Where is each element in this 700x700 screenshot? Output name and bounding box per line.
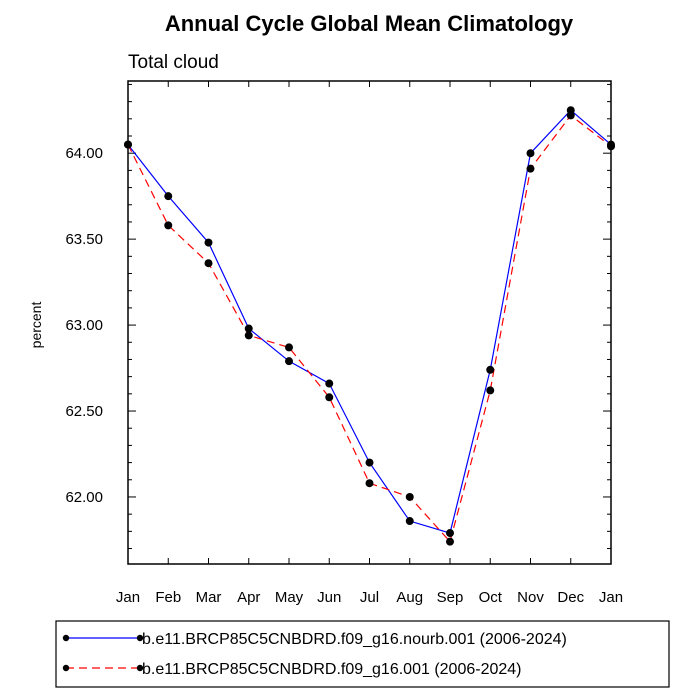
chart-subtitle: Total cloud — [128, 52, 219, 73]
series-0-point-5 — [325, 379, 334, 388]
x-tick-label-7: Aug — [396, 589, 423, 606]
legend-label-2: b.e11.BRCP85C5CNBDRD.f09_g16.001 (2006-2… — [142, 661, 521, 678]
series-1-point-10 — [526, 164, 535, 173]
x-tick-label-2: Mar — [196, 589, 222, 606]
series-layer — [124, 106, 615, 546]
x-ticks — [127, 81, 612, 564]
series-0-point-8 — [446, 529, 454, 538]
series-0-point-10 — [526, 149, 535, 158]
series-1-point-3 — [244, 331, 253, 340]
series-1-point-6 — [365, 479, 374, 488]
series-1-point-11 — [566, 111, 575, 120]
series-0-point-7 — [405, 517, 414, 526]
series-1-point-8 — [446, 537, 454, 546]
series-0-point-1 — [164, 192, 173, 201]
x-tick-label-1: Feb — [155, 589, 181, 606]
series-0-point-4 — [285, 357, 293, 366]
y-axis-label: percent — [28, 302, 44, 349]
series-0-point-6 — [365, 458, 374, 467]
x-tick-label-10: Nov — [517, 589, 544, 606]
series-1-point-1 — [164, 221, 173, 230]
plot-frame — [127, 80, 612, 565]
series-0-point-9 — [486, 365, 495, 374]
legend-box — [55, 620, 670, 688]
x-tick-label-6: Jul — [360, 589, 379, 606]
series-line-1 — [127, 114, 612, 543]
x-tick-label-11: Dec — [557, 589, 584, 606]
y-tick-label-3: 63.50 — [65, 231, 103, 248]
chart-title: Annual Cycle Global Mean Climatology — [165, 11, 574, 36]
series-0-point-3 — [244, 324, 253, 333]
x-tick-label-12: Jan — [599, 589, 623, 606]
x-tick-label-5: Jun — [317, 589, 341, 606]
y-tick-labels: 62.00 62.50 63.00 63.50 64.00 — [65, 145, 103, 506]
x-tick-label-8: Sep — [437, 589, 464, 606]
legend-marker-1a — [62, 634, 70, 642]
x-tick-label-0: Jan — [116, 589, 140, 606]
series-1-point-9 — [486, 386, 495, 395]
series-1-point-4 — [285, 343, 293, 352]
y-tick-label-0: 62.00 — [65, 489, 103, 506]
y-tick-label-1: 62.50 — [65, 403, 103, 420]
legend: b.e11.BRCP85C5CNBDRD.f09_g16.nourb.001 (… — [55, 620, 670, 688]
legend-label-1: b.e11.BRCP85C5CNBDRD.f09_g16.nourb.001 (… — [142, 631, 567, 648]
legend-marker-2a — [62, 664, 70, 672]
y-tick-label-4: 64.00 — [65, 145, 103, 162]
x-tick-labels: Jan Feb Mar Apr May Jun Jul Aug Sep Oct Nov Dec Jan — [116, 589, 623, 606]
series-1-point-5 — [325, 393, 334, 402]
series-1-point-2 — [204, 259, 213, 268]
series-line-0 — [127, 109, 612, 534]
x-tick-label-9: Oct — [479, 589, 503, 606]
x-tick-label-3: Apr — [237, 589, 260, 606]
y-tick-label-2: 63.00 — [65, 317, 103, 334]
series-1-point-7 — [405, 492, 414, 501]
y-ticks — [128, 83, 611, 550]
series-0-point-2 — [204, 238, 213, 247]
x-tick-label-4: May — [275, 589, 304, 606]
legend-marker-1b — [136, 634, 144, 642]
legend-marker-2b — [136, 664, 144, 672]
